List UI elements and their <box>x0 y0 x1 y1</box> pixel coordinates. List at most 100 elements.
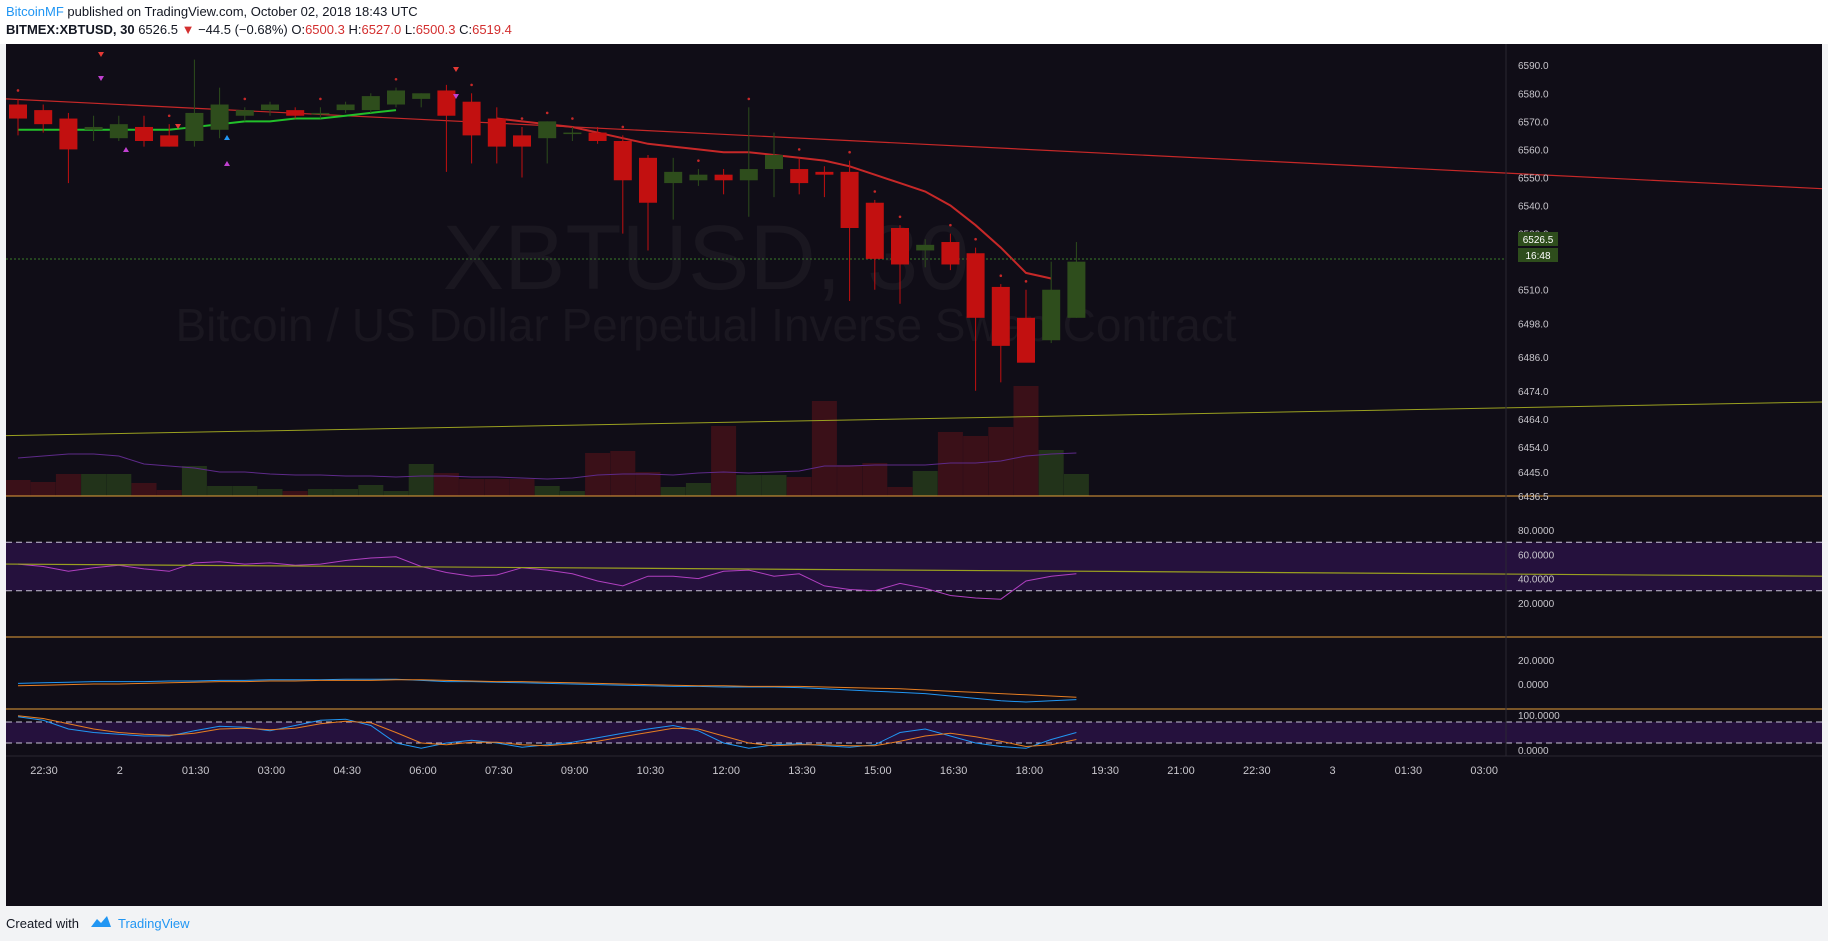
volume-bar <box>30 482 56 496</box>
candle-body <box>135 126 153 141</box>
candle-body <box>941 242 960 265</box>
rsi-tick-label: 20.0000 <box>1518 599 1555 610</box>
volume-bar <box>232 486 258 496</box>
chart-svg[interactable]: XBTUSD, 30 Bitcoin / US Dollar Perpetual… <box>6 44 1822 906</box>
marker-dot <box>797 148 801 151</box>
volume-bar <box>811 401 837 496</box>
low-value: 6500.3 <box>415 22 456 37</box>
close-label: C: <box>459 22 473 37</box>
countdown-badge-text: 16:48 <box>1525 251 1550 262</box>
time-tick-label: 22:30 <box>30 765 58 777</box>
rsi-tick-label: 60.0000 <box>1518 550 1555 561</box>
volume-bar <box>6 480 31 496</box>
marker-dot <box>974 237 977 241</box>
tradingview-link[interactable]: TradingView <box>118 916 190 931</box>
volume-bar <box>333 489 359 496</box>
candle-body <box>185 112 204 141</box>
volume-bar <box>963 436 989 496</box>
candle-body <box>361 96 380 111</box>
candle-body <box>1017 317 1035 363</box>
symbol-label: BITMEX:XBTUSD, 30 <box>6 22 135 37</box>
high-value: 6527.0 <box>361 22 402 37</box>
marker-dot <box>999 274 1003 278</box>
annotation-arrow-icon <box>98 76 104 81</box>
tradingview-logo-icon <box>91 916 111 927</box>
indicator-lines <box>6 98 1822 749</box>
low-label: L: <box>404 22 416 37</box>
volume-bar <box>559 491 585 496</box>
candle-body <box>714 174 733 181</box>
candle-body <box>538 121 557 139</box>
volume-bar <box>635 472 661 496</box>
candle-body <box>336 104 355 111</box>
volume-bar <box>106 474 132 496</box>
time-tick-label: 22:30 <box>1243 765 1271 777</box>
price-tick-label: 6445.0 <box>1518 468 1549 479</box>
stoch-d-line <box>17 715 1077 748</box>
annotation-arrow-icon <box>175 124 181 129</box>
time-tick-label: 03:00 <box>1470 765 1498 777</box>
open-label: O: <box>291 22 306 37</box>
volume-bars <box>6 386 1089 496</box>
macd-tick-label: 0.0000 <box>1518 680 1549 691</box>
candle-body <box>1067 261 1086 318</box>
volume-bar <box>131 483 157 496</box>
time-tick-label: 13:30 <box>788 765 816 777</box>
stoch-band-fill <box>6 722 1822 743</box>
candle-body <box>815 171 834 175</box>
candle-body <box>991 286 1010 346</box>
candle-body <box>1042 289 1061 341</box>
time-tick-label: 10:30 <box>637 765 665 777</box>
price-tick-label: 6510.0 <box>1518 286 1549 297</box>
chart-area[interactable]: XBTUSD, 30 Bitcoin / US Dollar Perpetual… <box>6 44 1822 906</box>
time-tick-label: 03:00 <box>258 765 286 777</box>
down-arrow-icon: ▼ <box>181 22 195 37</box>
price-tick-label: 6570.0 <box>1518 117 1549 128</box>
volume-bar <box>156 490 182 496</box>
time-tick-label: 04:30 <box>333 765 361 777</box>
candle-body <box>563 132 582 135</box>
author-link[interactable]: BitcoinMF <box>6 4 64 19</box>
volume-bar <box>181 466 207 496</box>
volume-bar <box>761 475 787 496</box>
volume-bar <box>433 473 459 496</box>
marker-dot <box>394 77 398 81</box>
price-tick-label: 6474.0 <box>1518 387 1549 398</box>
volume-bar <box>81 474 107 496</box>
volume-bar <box>207 486 233 496</box>
last-price-badge <box>1518 232 1558 246</box>
candle-body <box>966 253 985 318</box>
macd-tick-label: 20.0000 <box>1518 656 1555 667</box>
volume-bar <box>786 477 812 496</box>
annotation-arrow-icon <box>224 161 230 166</box>
marker-dot <box>621 125 625 129</box>
volume-bar <box>660 487 686 496</box>
candle-body <box>160 135 179 147</box>
volume-bar <box>837 465 863 496</box>
price-tick-label: 6486.0 <box>1518 353 1549 364</box>
candle-body <box>487 118 506 147</box>
marker-dot <box>1024 280 1028 283</box>
volume-bar <box>509 479 535 496</box>
time-tick-label: 21:00 <box>1167 765 1195 777</box>
candle-body <box>210 104 229 130</box>
time-tick-label: 09:00 <box>561 765 589 777</box>
marker-dot <box>545 111 549 115</box>
candle-body <box>34 110 53 125</box>
strategy-annotations <box>98 52 459 166</box>
price-tick-label: 6590.0 <box>1518 61 1549 72</box>
marker-dot <box>167 114 171 118</box>
last-price: 6526.5 <box>138 22 178 37</box>
stoch-tick-label: 100.0000 <box>1518 711 1560 722</box>
candle-body <box>639 157 657 203</box>
candle-body <box>437 90 456 116</box>
rsi-tick-label: 40.0000 <box>1518 575 1555 586</box>
time-tick-label: 2 <box>117 765 123 777</box>
volume-bar <box>257 489 283 496</box>
price-tick-label: 6436.5 <box>1518 492 1549 503</box>
candle-body <box>286 110 305 116</box>
annotation-arrow-icon <box>98 52 104 57</box>
candle-body <box>109 124 128 139</box>
volume-bar <box>534 486 560 496</box>
volume-bar <box>459 479 485 496</box>
